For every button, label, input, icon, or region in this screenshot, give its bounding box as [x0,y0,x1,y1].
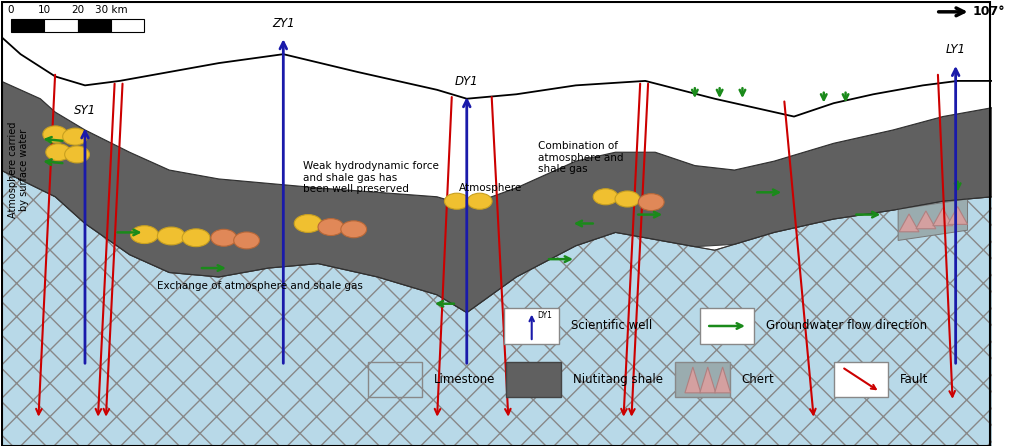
Text: Combination of
atmosphere and
shale gas: Combination of atmosphere and shale gas [538,141,623,174]
Ellipse shape [294,215,322,232]
Text: 0: 0 [7,5,14,15]
Ellipse shape [45,144,71,160]
Polygon shape [916,211,936,229]
Ellipse shape [42,126,68,143]
Text: Atmosphere carried
by surface water: Atmosphere carried by surface water [8,122,29,218]
Text: 20: 20 [71,5,84,15]
Ellipse shape [593,189,618,205]
Text: Limestone: Limestone [434,373,496,386]
Text: Niutitang shale: Niutitang shale [573,373,663,386]
Ellipse shape [615,191,639,207]
Text: LY1: LY1 [945,43,966,56]
Text: Exchange of atmosphere and shale gas: Exchange of atmosphere and shale gas [158,282,364,291]
Polygon shape [947,207,968,224]
FancyBboxPatch shape [700,308,754,344]
FancyBboxPatch shape [833,362,888,397]
Polygon shape [715,367,730,393]
FancyBboxPatch shape [78,18,111,32]
Text: 10: 10 [37,5,50,15]
FancyBboxPatch shape [44,18,78,32]
Text: Fault: Fault [900,373,928,386]
FancyBboxPatch shape [11,18,44,32]
Polygon shape [1,36,993,206]
Text: SY1: SY1 [74,104,96,117]
Ellipse shape [468,193,492,209]
Polygon shape [899,214,919,232]
Text: Atmosphere: Atmosphere [459,183,522,194]
Polygon shape [898,199,968,240]
Polygon shape [1,81,993,312]
FancyBboxPatch shape [504,308,559,344]
Text: 107°: 107° [973,5,1005,18]
Ellipse shape [65,146,90,163]
Ellipse shape [444,193,470,209]
Ellipse shape [340,221,367,238]
FancyBboxPatch shape [675,362,729,397]
Polygon shape [700,367,716,393]
FancyBboxPatch shape [368,362,422,397]
Polygon shape [1,170,993,446]
Ellipse shape [638,194,665,211]
Text: 30 km: 30 km [95,5,127,15]
Ellipse shape [318,219,343,236]
Ellipse shape [63,128,88,145]
Ellipse shape [233,232,260,249]
Text: DY1: DY1 [537,311,552,320]
Polygon shape [685,367,701,393]
Text: Chert: Chert [741,373,775,386]
Ellipse shape [211,229,236,246]
Text: DY1: DY1 [454,75,479,88]
Text: Scientific well: Scientific well [571,320,652,333]
Text: Groundwater flow direction: Groundwater flow direction [767,320,927,333]
FancyBboxPatch shape [506,362,561,397]
Ellipse shape [130,226,159,244]
Text: Weak hydrodynamic force
and shale gas has
been well preserved: Weak hydrodynamic force and shale gas ha… [303,161,439,194]
Polygon shape [933,208,952,226]
FancyBboxPatch shape [111,18,144,32]
Ellipse shape [182,229,210,247]
Text: ZY1: ZY1 [272,17,295,30]
Ellipse shape [158,227,185,245]
